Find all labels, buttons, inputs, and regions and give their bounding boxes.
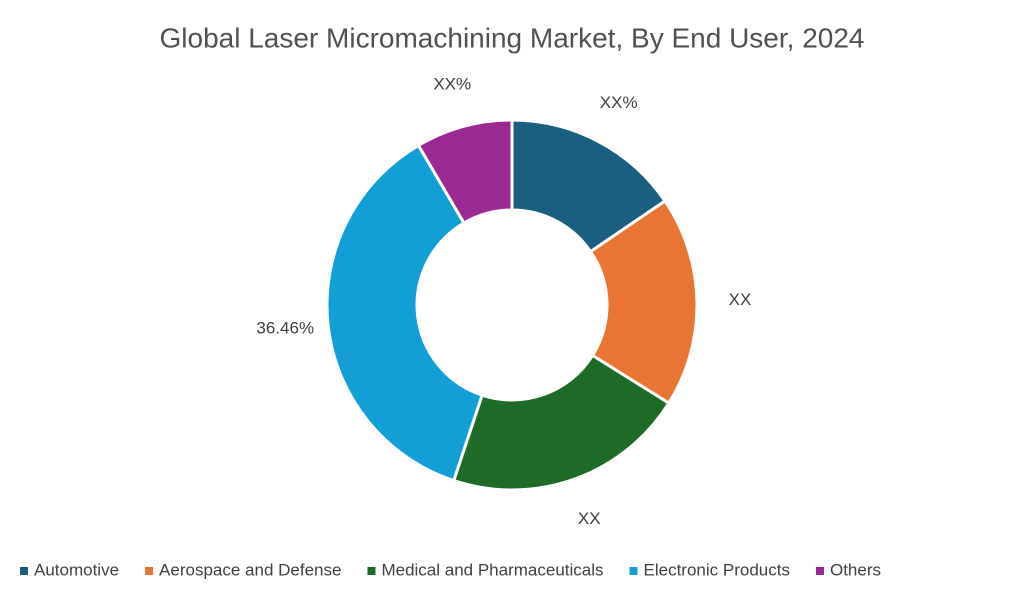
legend-marker <box>20 567 28 575</box>
data-label: 36.46% <box>256 318 314 337</box>
legend-label: Automotive <box>34 560 119 579</box>
slice <box>325 143 484 483</box>
slice <box>451 353 671 492</box>
legend-label: Medical and Pharmaceuticals <box>381 560 603 579</box>
data-label: XX <box>729 290 752 309</box>
data-label: XX <box>578 509 601 528</box>
legend-label: Aerospace and Defense <box>159 560 341 579</box>
slice <box>416 118 514 226</box>
donut: XX% XX XX 36.46% XX% <box>256 74 751 528</box>
data-label: XX% <box>433 74 471 93</box>
legend: Automotive Aerospace and Defense Medical a… <box>20 560 881 579</box>
legend-marker <box>815 567 824 575</box>
legend-label: Electronic Products <box>644 560 790 579</box>
chart-title: Global Laser Micromachining Market, By E… <box>160 22 865 53</box>
legend-marker <box>367 567 376 575</box>
legend-label: Others <box>830 560 881 579</box>
legend-marker <box>629 567 638 575</box>
slice <box>588 198 699 406</box>
legend-marker <box>145 567 154 575</box>
data-label: XX% <box>600 93 638 112</box>
